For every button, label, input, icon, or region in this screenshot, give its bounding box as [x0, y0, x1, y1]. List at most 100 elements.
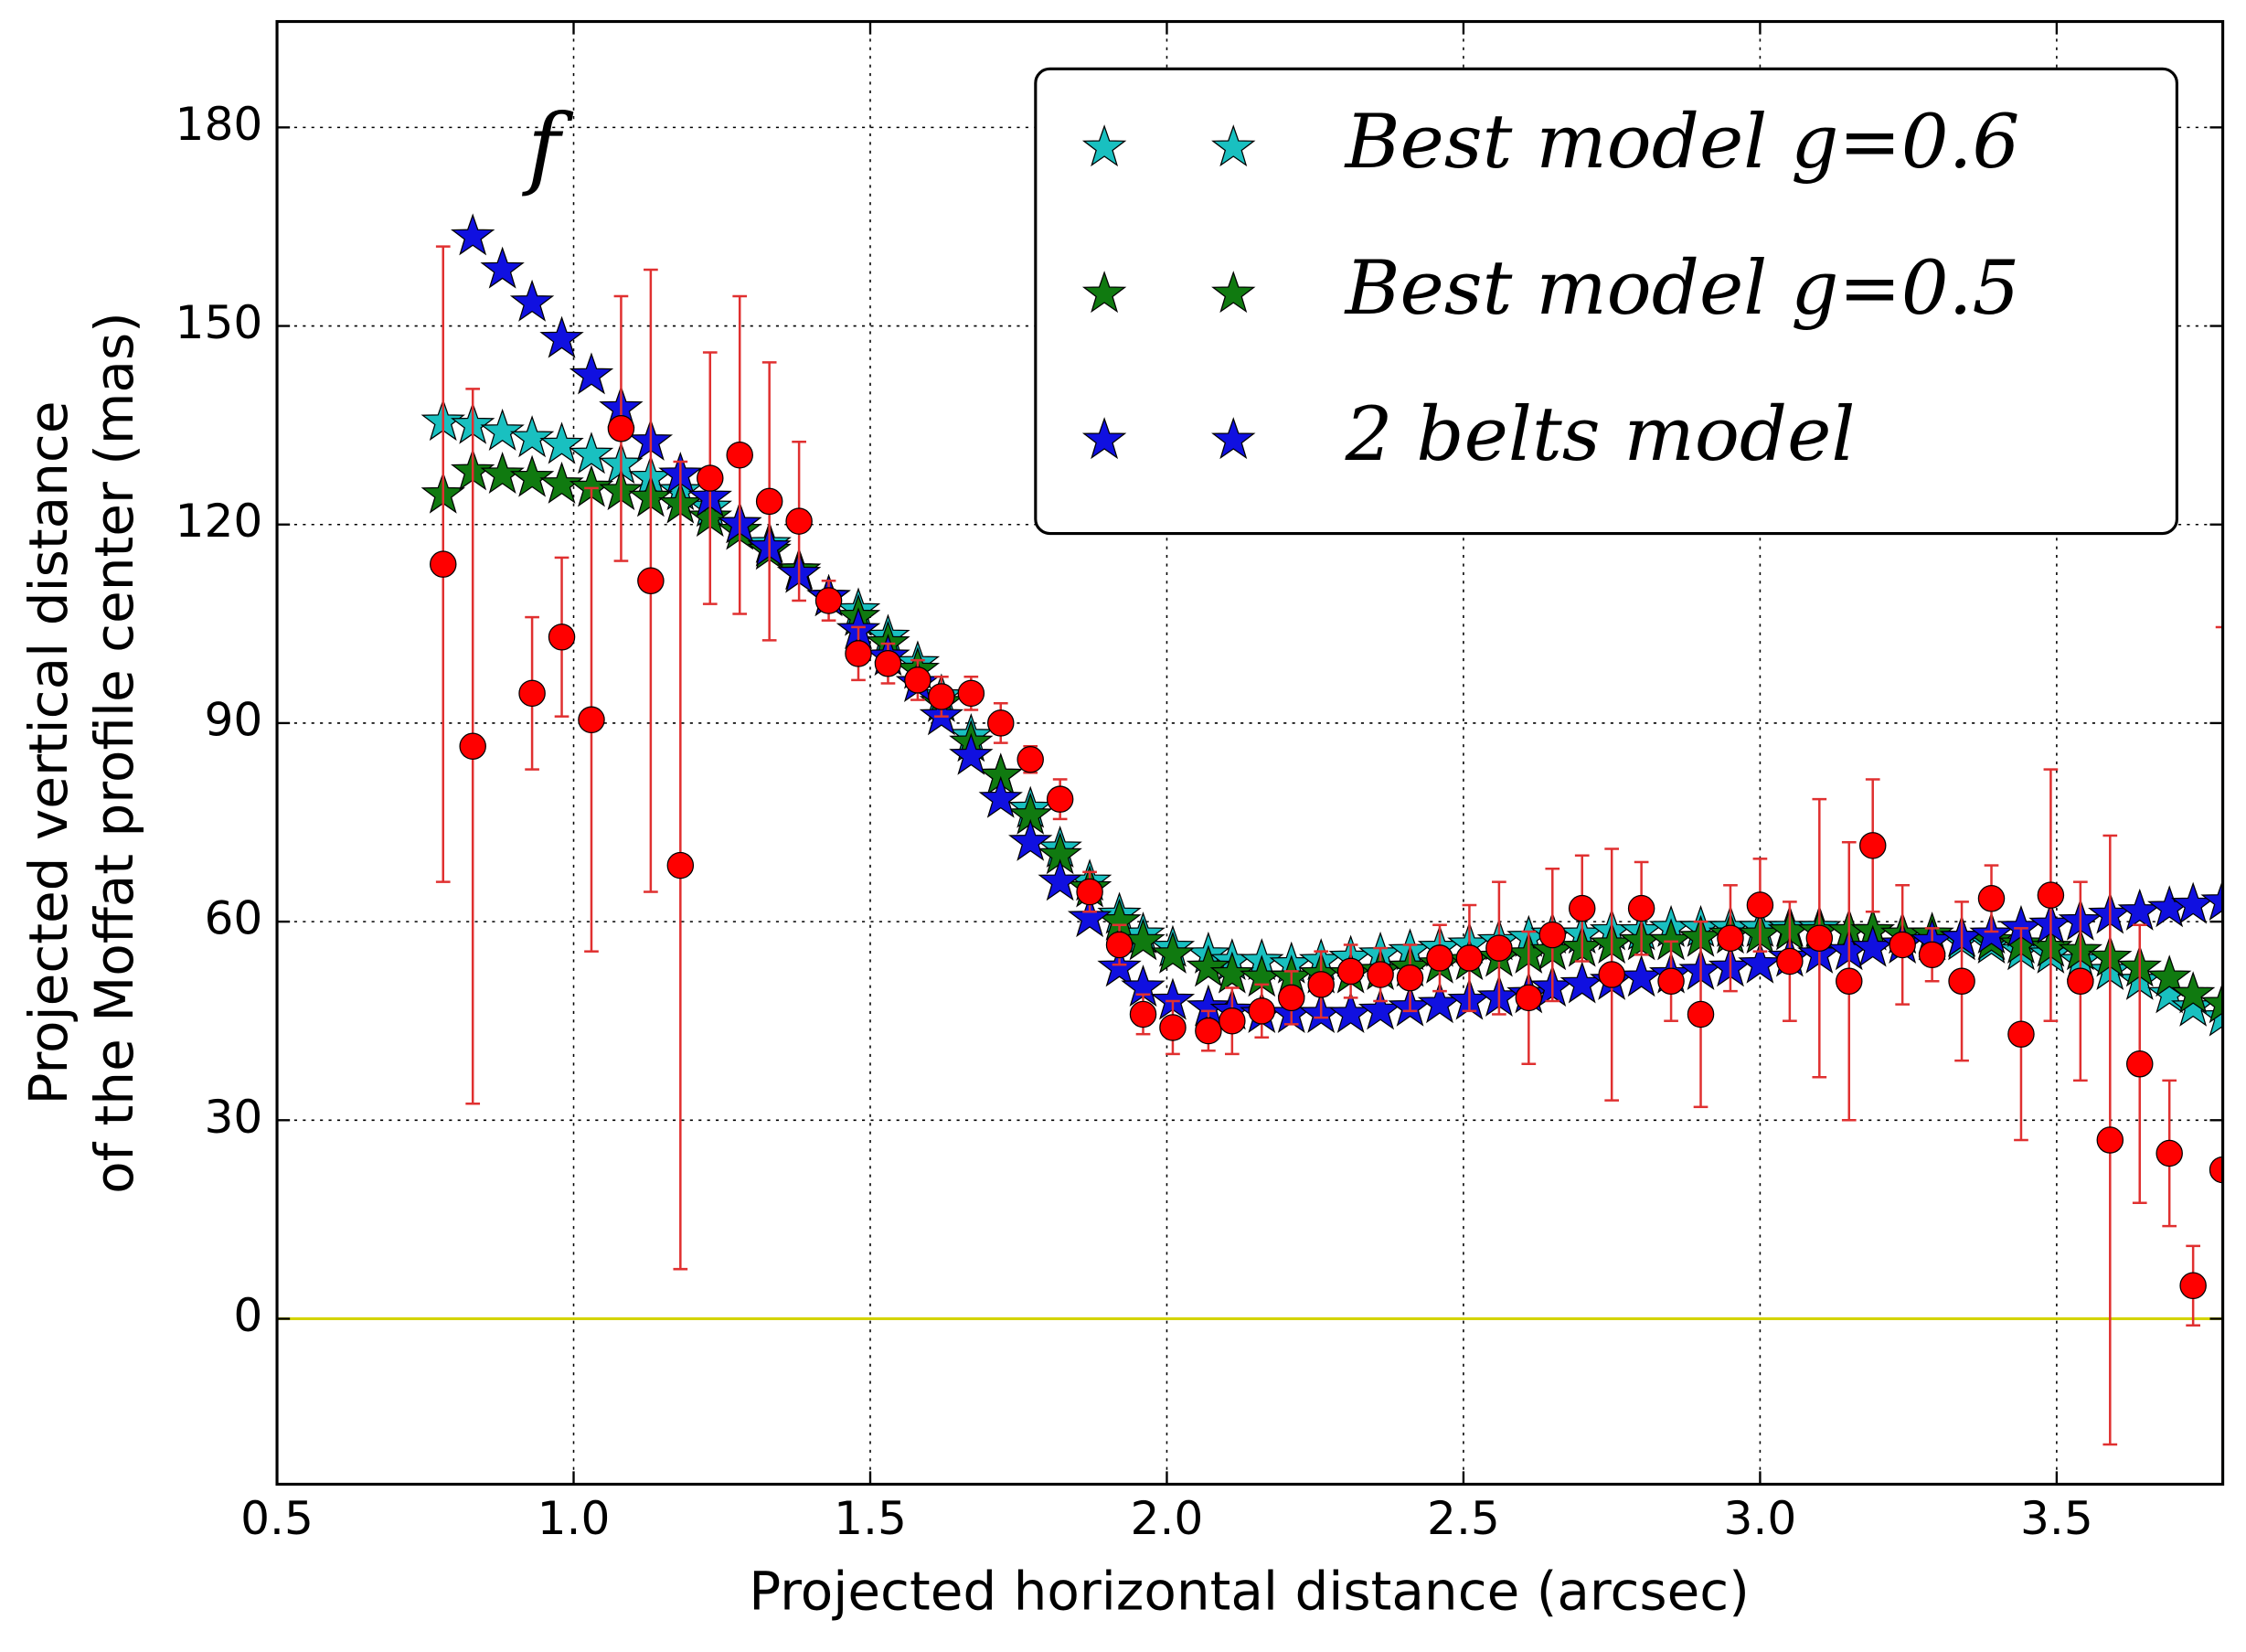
data-point [1746, 891, 1774, 919]
legend-marker [1211, 417, 1256, 460]
data-point [637, 567, 665, 595]
star-marker [1097, 944, 1142, 987]
data-point [1485, 934, 1513, 962]
data-point [1568, 894, 1596, 922]
data-point [518, 679, 546, 708]
data-point [1159, 1014, 1187, 1041]
data-point [2037, 881, 2065, 909]
legend-box [1034, 67, 2178, 536]
data-point [1129, 1000, 1157, 1029]
x-tick-label: 3.5 [2020, 1491, 2093, 1545]
data-point [1105, 931, 1134, 959]
legend-marker [1081, 271, 1127, 314]
data-point [1195, 1017, 1222, 1045]
star-marker [509, 415, 555, 458]
data-point [1538, 921, 1567, 949]
star-marker [480, 451, 525, 495]
legend-marker [1211, 124, 1256, 167]
axes: 0.5 1.0 1.5 2.0 2.5 3.0 3.5 0 30 60 90 120 150 180 [176, 21, 2223, 1545]
data-point [1396, 964, 1424, 992]
data-point [1657, 967, 1685, 996]
star-marker [2200, 878, 2223, 921]
legend: Best model g=0.6 Best model g=0.5 2 belts … [1034, 67, 2178, 536]
star-marker [509, 279, 555, 322]
data-point [2096, 1126, 2124, 1154]
data-point [785, 507, 813, 535]
data-point [430, 550, 457, 578]
data-point [1248, 997, 1276, 1025]
data-point [1598, 961, 1625, 988]
star-marker [1186, 944, 1231, 987]
error-bar [2215, 625, 2223, 1485]
star-marker [1038, 858, 1082, 901]
x-tick-label: 0.5 [240, 1491, 314, 1545]
star-marker [480, 408, 525, 451]
x-tick-label: 3.0 [1724, 1491, 1797, 1545]
y-tick-label: 120 [176, 494, 263, 548]
plot-area [277, 213, 2223, 1485]
star-marker [569, 352, 614, 395]
data-point [755, 487, 783, 516]
data-point [874, 650, 902, 677]
data-point [1307, 971, 1335, 998]
data-point [1367, 961, 1394, 988]
data-point [1426, 944, 1453, 972]
data-point [987, 709, 1015, 737]
data-point [578, 706, 605, 734]
y-tick-label: 150 [176, 295, 263, 349]
star-marker [539, 421, 584, 464]
data-point [1336, 957, 1365, 986]
star-marker [978, 775, 1023, 818]
data-point [1687, 1000, 1715, 1029]
y-tick-label: 0 [233, 1288, 262, 1342]
data-point [1717, 924, 1744, 952]
star-marker [1008, 818, 1053, 861]
star-marker [1150, 931, 1196, 974]
data-point [1889, 931, 1916, 959]
data-point [2209, 1156, 2223, 1184]
data-point [904, 666, 931, 694]
star-marker [949, 732, 994, 775]
data-point [1627, 894, 1655, 922]
data-point [814, 587, 843, 614]
data-point [1278, 984, 1305, 1012]
star-marker [2170, 971, 2216, 1014]
x-axis-label: Projected horizontal distance (arcsec) [749, 1560, 1750, 1622]
y-axis-label: Projected vertical distance [17, 400, 80, 1104]
y-tick-label: 90 [204, 692, 262, 746]
legend-label: 2 belts model [1345, 391, 1856, 478]
data-point [2007, 1020, 2035, 1048]
star-marker [539, 461, 584, 504]
data-point [726, 441, 753, 469]
data-point [1046, 785, 1074, 813]
data-point [2067, 967, 2094, 996]
data-point [697, 464, 724, 492]
y-tick-label: 180 [176, 97, 263, 151]
data-point [957, 679, 985, 708]
data-point [666, 851, 695, 879]
legend-marker [1211, 271, 1256, 314]
data-point [928, 683, 955, 710]
data-point [2126, 1050, 2154, 1078]
star-marker [2200, 981, 2223, 1024]
data-point [1455, 944, 1484, 972]
data-point [2156, 1139, 2183, 1167]
data-point [2179, 1272, 2207, 1300]
data-point [459, 732, 486, 761]
data-point [1858, 832, 1887, 859]
legend-marker [1081, 417, 1127, 460]
legend-marker [1081, 124, 1127, 167]
star-marker [1067, 895, 1112, 938]
y-axis-label: of the Moffat profile center (mas) [83, 312, 145, 1194]
data-point [1219, 1007, 1246, 1035]
x-tick-label: 1.0 [538, 1491, 611, 1545]
data-point [845, 640, 872, 667]
data-point [1948, 967, 1975, 996]
data-point [607, 415, 635, 442]
star-marker [1969, 911, 2014, 954]
star-marker [1209, 951, 1255, 994]
legend-label: Best model g=0.5 [1344, 245, 2020, 332]
data-point [1776, 947, 1804, 975]
star-marker [2146, 954, 2192, 997]
